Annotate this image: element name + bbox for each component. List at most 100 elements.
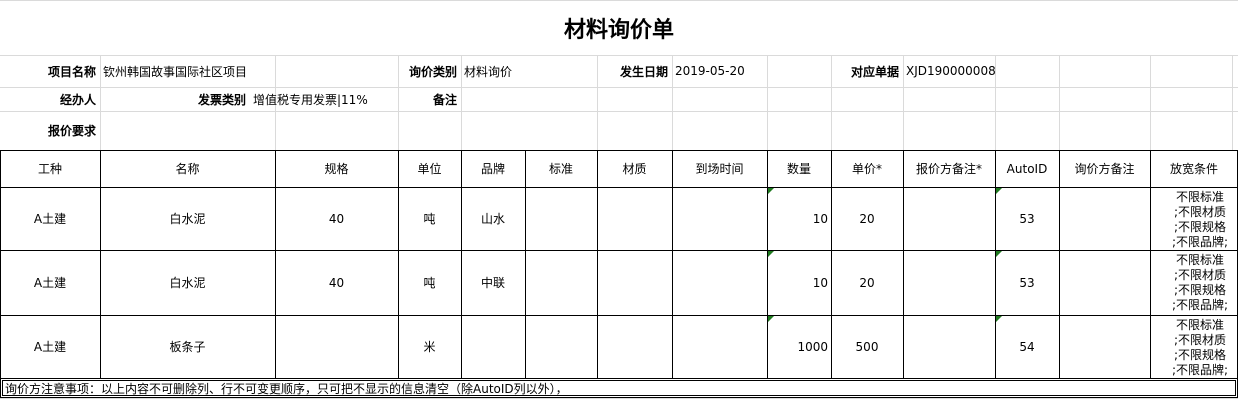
table-border [597,150,598,378]
table-border [995,150,996,378]
table-cell: 米 [423,340,436,354]
table-border [461,150,462,378]
table-cell: 吨 [423,212,436,226]
grid-line [1150,55,1151,150]
table-border [831,150,832,378]
grid-line [903,55,904,150]
info-value: 钦州韩国故事国际社区项目 [103,64,248,79]
info-label: 备注 [432,92,457,107]
grid-line [0,55,1238,56]
cell-marker [996,251,1002,257]
grid-line [1232,55,1233,150]
grid-line [0,0,1238,1]
grid-line [398,55,399,150]
grid-line [1059,55,1060,150]
table-border [0,378,1238,379]
column-header: 到场时间 [695,162,744,176]
grid-line [767,55,768,150]
note: 询价方注意事项：以上内容不可删除列、行不可变更顺序，只可把不显示的信息清空（除A… [0,378,1238,398]
column-header: 放宽条件 [1169,162,1218,176]
column-header: 工种 [37,162,62,176]
table-border [275,150,276,378]
table-cell: 吨 [423,276,436,290]
info-value: 2019-05-20 [675,64,745,78]
grid-line [0,87,1238,88]
table-border [0,315,1238,316]
table-cell: 白水泥 [169,276,206,290]
relax-line: ;不限材质 [1173,205,1227,219]
table-cell: 53 [1019,211,1035,226]
relax-line: ;不限材质 [1173,268,1227,282]
grid-line [0,398,1238,399]
table-cell: A土建 [33,340,67,354]
grid-line [995,55,996,150]
table-cell: 山水 [481,212,506,226]
relax-line: ;不限品牌; [1171,363,1229,377]
relax-line: ;不限规格 [1173,348,1227,362]
relax-line: ;不限品牌; [1171,235,1229,249]
grid-line [275,55,276,150]
table-cell: 中联 [481,276,506,290]
table-border [0,250,1238,251]
relax-line: ;不限品牌; [1171,298,1229,312]
info-label: 经办人 [59,92,96,107]
table-cell: 10 [812,211,828,226]
info-label: 项目名称 [47,64,96,79]
info-label: 询价类别 [408,64,457,79]
table-border [672,150,673,378]
column-header: 询价方备注 [1074,162,1135,176]
table-cell: 40 [328,275,345,290]
column-header: 单价* [851,162,882,176]
grid-line [831,55,832,150]
cell-marker [768,251,774,257]
table-border [0,150,1238,151]
cell-marker [996,316,1002,322]
info-value: 材料询价 [464,64,513,79]
cell-marker [996,188,1002,194]
table-cell: 1000 [797,339,828,354]
info-value: XJD190000008 [906,64,996,78]
table-border [767,150,768,378]
grid-line [461,55,462,150]
table-cell: 20 [859,275,875,290]
table-cell: 10 [812,275,828,290]
table-border [1150,150,1151,378]
table-cell: 白水泥 [169,212,206,226]
info-label: 发生日期 [619,64,668,79]
relax-line: ;不限规格 [1173,283,1227,297]
info-label: 发票类别 [197,92,246,107]
table-cell: 500 [855,339,879,354]
grid-line [672,55,673,150]
column-header: 规格 [324,162,349,176]
table-cell: A土建 [33,276,67,290]
table-border [100,150,101,378]
relax-line: ;不限规格 [1173,220,1227,234]
title: 材料询价单 [563,17,674,43]
column-header: 报价方备注* [915,162,982,176]
table-cell: 53 [1019,275,1035,290]
info-label: 对应单据 [850,64,899,79]
table-cell: 板条子 [169,340,206,354]
relax-line: ;不限材质 [1173,333,1227,347]
grid-line [597,55,598,150]
column-header: 数量 [786,162,811,176]
table-cell: A土建 [33,212,67,226]
table-border [398,150,399,378]
column-header: 品牌 [480,162,505,176]
column-header: 名称 [175,162,200,176]
info-label: 报价要求 [47,124,96,138]
column-header: 标准 [548,162,573,176]
table-cell: 54 [1019,339,1035,354]
cell-marker [768,316,774,322]
column-header: 单位 [417,162,442,176]
relax-line: 不限标准 [1175,190,1224,204]
info-value: 增值税专用发票|11% [253,92,368,107]
cell-marker [768,188,774,194]
table-cell: 40 [328,211,345,226]
table-border [0,187,1238,188]
grid-line [0,111,1238,112]
column-header: AutoID [1006,161,1048,176]
table-border [1059,150,1060,378]
relax-line: 不限标准 [1175,253,1224,267]
